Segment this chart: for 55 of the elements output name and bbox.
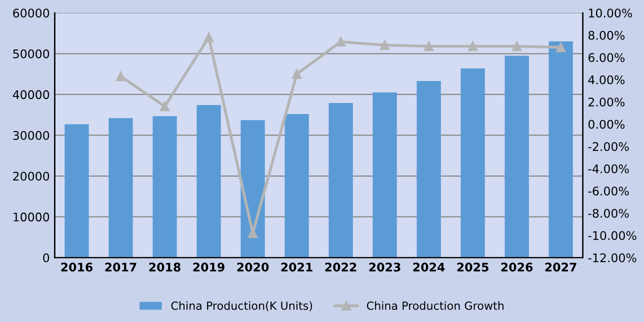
bar	[328, 103, 353, 258]
y-tick-label: 30000	[13, 130, 50, 140]
point	[116, 71, 126, 82]
bar	[372, 92, 397, 258]
y-tick-label: 40000	[12, 90, 50, 100]
point	[380, 40, 390, 50]
y2-tick-label: -10.00%	[588, 231, 636, 240]
x-tick-label: 2027	[545, 262, 576, 272]
x-tick-label: 2018	[149, 262, 180, 272]
bar	[240, 120, 265, 258]
x-tick-label: 2016	[61, 262, 93, 272]
y2-tick-label: 4.00%	[588, 75, 625, 84]
y-tick-label: 50000	[13, 49, 50, 58]
y2-tick-label: 10.00%	[588, 8, 632, 18]
point	[424, 41, 434, 52]
bar	[108, 118, 133, 258]
y2-tick-label: 8.00%	[588, 30, 625, 40]
y2-tick-label: -8.00%	[588, 208, 629, 218]
x-tick-label: 2025	[457, 262, 488, 272]
x-tick-label: 2020	[237, 262, 269, 272]
bar	[504, 56, 529, 258]
x-tick-label: 2021	[281, 262, 312, 272]
y2-tick-label: -12.00%	[588, 253, 636, 262]
x-tick-label: 2023	[369, 262, 400, 272]
y-tick-label: 10000	[14, 212, 50, 222]
y2-tick-label: -4.00%	[588, 164, 629, 174]
y2-tick-label: 6.00%	[588, 53, 625, 62]
bar	[460, 68, 485, 258]
bar	[152, 116, 177, 258]
x-tick-label: 2024	[413, 262, 445, 272]
point	[160, 101, 170, 112]
legend-label: China Production(K Units)	[171, 301, 312, 312]
bar	[416, 80, 441, 258]
bar	[548, 41, 573, 258]
y-tick-label: 20000	[13, 172, 50, 181]
point	[512, 41, 522, 52]
y2-tick-label: 2.00%	[588, 98, 625, 107]
point	[468, 41, 478, 52]
x-tick-label: 2019	[193, 262, 224, 272]
point	[204, 32, 214, 42]
bar	[64, 124, 89, 258]
x-tick-label: 2026	[501, 262, 533, 272]
y-tick-label: 0	[43, 253, 50, 262]
y-tick-label: 60000	[13, 8, 50, 18]
bar	[284, 114, 309, 258]
x-tick-label: 2022	[325, 262, 356, 272]
legend-label: China Production Growth	[366, 301, 504, 310]
point	[556, 42, 566, 52]
y2-tick-label: -2.00%	[588, 142, 629, 152]
y2-tick-label: 0.00%	[588, 120, 625, 129]
bar	[196, 105, 221, 258]
point	[292, 69, 302, 79]
point	[336, 36, 346, 47]
y2-tick-label: -6.00%	[588, 186, 629, 196]
x-tick-label: 2017	[105, 262, 136, 272]
